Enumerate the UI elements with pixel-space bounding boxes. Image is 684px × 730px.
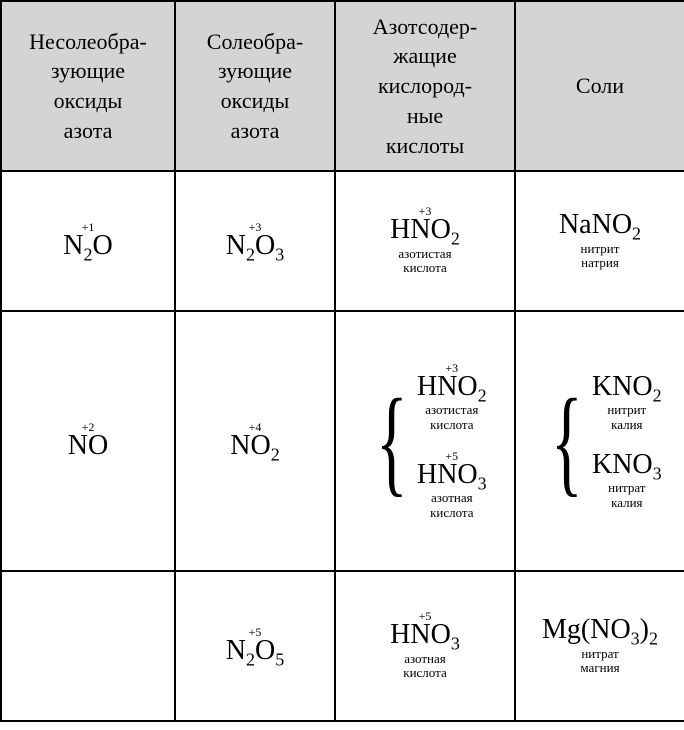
formula-block: +4NO2	[230, 421, 279, 460]
formula-block: KNO3нитраткалия	[592, 450, 662, 510]
compound-name: азотистаякислота	[417, 403, 487, 432]
compound-name: нитратмагния	[542, 647, 658, 676]
chemical-formula: N2O3	[226, 231, 284, 260]
formula-block: +3HNO2азотистаякислота	[390, 205, 460, 275]
chemical-formula: HNO3	[390, 620, 460, 649]
compound-name: нитритнатрия	[559, 242, 641, 271]
table-row: +2NO+4NO2{+3HNO2азотистаякислота+5HNO3аз…	[1, 311, 684, 571]
header-row: Несолеобра-зующиеоксидыазота Солеобра-зу…	[1, 1, 684, 171]
table-cell: {+3HNO2азотистаякислота +5HNO3азотнаякисл…	[335, 311, 515, 571]
table-cell: +3N2O3	[175, 171, 335, 311]
table-cell: {KNO2нитриткалияKNO3нитраткалия	[515, 311, 684, 571]
curly-brace-icon: {	[551, 393, 583, 489]
formula-block: NaNO2 нитритнатрия	[559, 210, 641, 270]
compound-name: азотнаякислота	[390, 652, 460, 681]
chemical-formula: KNO2	[592, 372, 662, 401]
chemical-formula: NO	[68, 431, 108, 460]
chemical-formula: Mg(NO3)2	[542, 615, 658, 644]
table-cell: +5HNO3азотнаякислота	[335, 571, 515, 721]
compound-name: нитраткалия	[592, 481, 662, 510]
chemical-formula: HNO2	[417, 372, 487, 401]
table-cell: +1N2O	[1, 171, 175, 311]
braced-group: {KNO2нитриткалияKNO3нитраткалия	[520, 320, 680, 562]
header-nonsalt-oxides: Несолеобра-зующиеоксидыазота	[1, 1, 175, 171]
chemical-formula: KNO3	[592, 450, 662, 479]
table-cell: +5N2O5	[175, 571, 335, 721]
formula-block: +5HNO3азотнаякислота	[417, 450, 487, 520]
chemical-formula: N2O	[63, 231, 112, 260]
formula-block: +1N2O	[63, 221, 112, 260]
formula-stack: +3HNO2азотистаякислота +5HNO3азотнаякисло…	[417, 362, 487, 520]
chemical-formula: HNO2	[390, 215, 460, 244]
formula-block: KNO2нитриткалия	[592, 372, 662, 432]
table-cell: Mg(NO3)2 нитратмагния	[515, 571, 684, 721]
formula-block: +5HNO3азотнаякислота	[390, 610, 460, 680]
chemical-formula: N2O5	[226, 636, 284, 665]
header-acids: Азотсодер-жащиекислород-ныекислоты	[335, 1, 515, 171]
formula-block: +3HNO2азотистаякислота	[417, 362, 487, 432]
formula-block: +5N2O5	[226, 626, 284, 665]
nitrogen-compounds-table: Несолеобра-зующиеоксидыазота Солеобра-зу…	[0, 0, 684, 722]
table-body: +1N2O +3N2O3 +3HNO2азотистаякислота NaNO2 ни…	[1, 171, 684, 721]
chemical-formula: NaNO2	[559, 210, 641, 239]
braced-group: {+3HNO2азотистаякислота +5HNO3азотнаякисл…	[340, 320, 510, 562]
compound-name: азотистаякислота	[390, 247, 460, 276]
formula-stack: KNO2нитриткалия KNO3нитраткалия	[592, 372, 662, 510]
formula-block: Mg(NO3)2 нитратмагния	[542, 615, 658, 675]
chemical-formula: NO2	[230, 431, 279, 460]
table-cell: +2NO	[1, 311, 175, 571]
table-cell: NaNO2 нитритнатрия	[515, 171, 684, 311]
header-salt-oxides: Солеобра-зующиеоксидыазота	[175, 1, 335, 171]
formula-block: +2NO	[68, 421, 108, 460]
table-row: +5N2O5+5HNO3азотнаякислотаMg(NO3)2нитрат…	[1, 571, 684, 721]
header-salts: Соли	[515, 1, 684, 171]
formula-block: +3N2O3	[226, 221, 284, 260]
curly-brace-icon: {	[376, 393, 408, 489]
table-cell	[1, 571, 175, 721]
table-cell: +3HNO2азотистаякислота	[335, 171, 515, 311]
compound-name: азотнаякислота	[417, 491, 487, 520]
chemical-formula: HNO3	[417, 460, 487, 489]
compound-name: нитриткалия	[592, 403, 662, 432]
table-cell: +4NO2	[175, 311, 335, 571]
table-row: +1N2O+3N2O3+3HNO2азотистаякислотаNaNO2ни…	[1, 171, 684, 311]
